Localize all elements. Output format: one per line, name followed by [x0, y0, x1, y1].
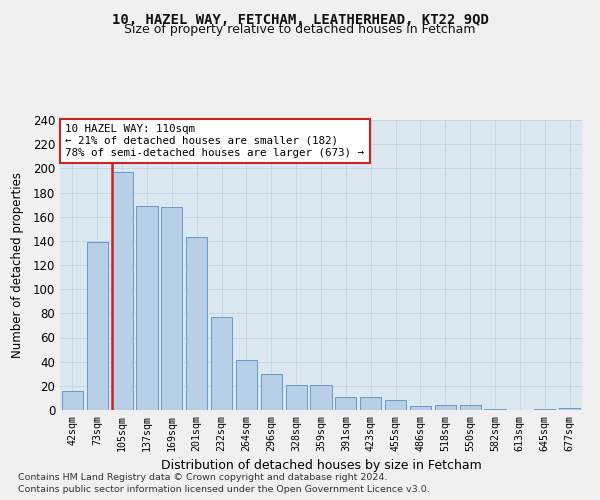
Bar — [62, 390, 83, 410]
Text: 10, HAZEL WAY, FETCHAM, LEATHERHEAD, KT22 9QD: 10, HAZEL WAY, FETCHAM, LEATHERHEAD, KT2… — [112, 12, 488, 26]
Bar — [435, 405, 456, 410]
Bar — [534, 409, 555, 410]
Bar — [410, 406, 431, 410]
Bar — [335, 396, 356, 410]
Y-axis label: Number of detached properties: Number of detached properties — [11, 172, 25, 358]
Text: 10 HAZEL WAY: 110sqm
← 21% of detached houses are smaller (182)
78% of semi-deta: 10 HAZEL WAY: 110sqm ← 21% of detached h… — [65, 124, 364, 158]
Bar — [211, 317, 232, 410]
Bar — [112, 172, 133, 410]
X-axis label: Distribution of detached houses by size in Fetcham: Distribution of detached houses by size … — [161, 459, 481, 472]
Bar — [236, 360, 257, 410]
Bar — [460, 405, 481, 410]
Bar — [484, 409, 506, 410]
Bar — [559, 408, 580, 410]
Text: Contains public sector information licensed under the Open Government Licence v3: Contains public sector information licen… — [18, 485, 430, 494]
Bar — [286, 384, 307, 410]
Text: Size of property relative to detached houses in Fetcham: Size of property relative to detached ho… — [124, 22, 476, 36]
Bar — [310, 384, 332, 410]
Bar — [385, 400, 406, 410]
Bar — [87, 242, 108, 410]
Bar — [186, 237, 207, 410]
Bar — [136, 206, 158, 410]
Bar — [161, 207, 182, 410]
Text: Contains HM Land Registry data © Crown copyright and database right 2024.: Contains HM Land Registry data © Crown c… — [18, 472, 388, 482]
Bar — [360, 396, 381, 410]
Bar — [261, 374, 282, 410]
